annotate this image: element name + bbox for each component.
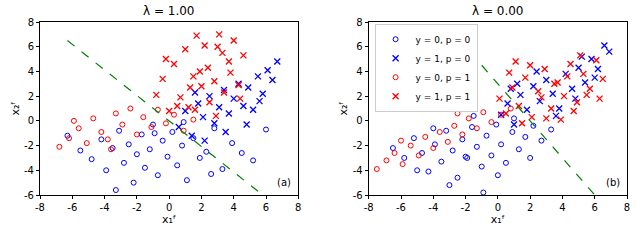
svg-text:-2: -2: [461, 202, 471, 213]
svg-text:8: 8: [28, 17, 34, 28]
svg-text:x₁ᶠ: x₁ᶠ: [162, 213, 176, 226]
svg-text:y = 1, p = 0: y = 1, p = 0: [416, 54, 471, 64]
svg-text:-2: -2: [353, 140, 363, 151]
svg-text:-4: -4: [100, 202, 110, 213]
svg-text:2: 2: [198, 202, 204, 213]
svg-text:y = 0, p = 1: y = 0, p = 1: [416, 73, 471, 83]
svg-text:4: 4: [231, 202, 237, 213]
svg-text:8: 8: [356, 17, 362, 28]
svg-text:0: 0: [495, 202, 501, 213]
svg-text:-2: -2: [24, 140, 34, 151]
svg-text:y = 1, p = 1: y = 1, p = 1: [416, 92, 471, 102]
svg-text:-6: -6: [396, 202, 406, 213]
svg-text:0: 0: [166, 202, 172, 213]
svg-text:4: 4: [28, 66, 34, 77]
svg-text:-6: -6: [67, 202, 77, 213]
svg-text:2: 2: [28, 91, 34, 102]
svg-text:-4: -4: [428, 202, 438, 213]
svg-text:0: 0: [356, 115, 362, 126]
svg-text:x₂ᶠ: x₂ᶠ: [337, 101, 350, 115]
svg-text:-8: -8: [35, 202, 45, 213]
svg-text:-6: -6: [353, 190, 363, 201]
svg-text:-4: -4: [24, 165, 34, 176]
svg-text:(a): (a): [277, 177, 291, 188]
svg-text:6: 6: [28, 41, 34, 52]
svg-text:x₁ᶠ: x₁ᶠ: [491, 213, 505, 226]
svg-text:6: 6: [356, 41, 362, 52]
svg-text:8: 8: [295, 202, 301, 213]
svg-text:x₂ᶠ: x₂ᶠ: [9, 101, 22, 115]
svg-text:4: 4: [559, 202, 565, 213]
svg-text:λ = 1.00: λ = 1.00: [143, 4, 195, 18]
svg-text:8: 8: [624, 202, 630, 213]
svg-text:-8: -8: [364, 202, 374, 213]
svg-text:0: 0: [28, 115, 34, 126]
svg-text:2: 2: [356, 91, 362, 102]
svg-text:y = 0, p = 0: y = 0, p = 0: [416, 35, 471, 45]
svg-text:2: 2: [527, 202, 533, 213]
svg-text:-2: -2: [132, 202, 142, 213]
svg-text:4: 4: [356, 66, 362, 77]
svg-text:-4: -4: [353, 165, 363, 176]
svg-text:6: 6: [592, 202, 598, 213]
svg-text:-6: -6: [24, 190, 34, 201]
svg-text:λ = 0.00: λ = 0.00: [472, 4, 524, 18]
svg-text:6: 6: [263, 202, 269, 213]
svg-text:(b): (b): [606, 177, 620, 188]
